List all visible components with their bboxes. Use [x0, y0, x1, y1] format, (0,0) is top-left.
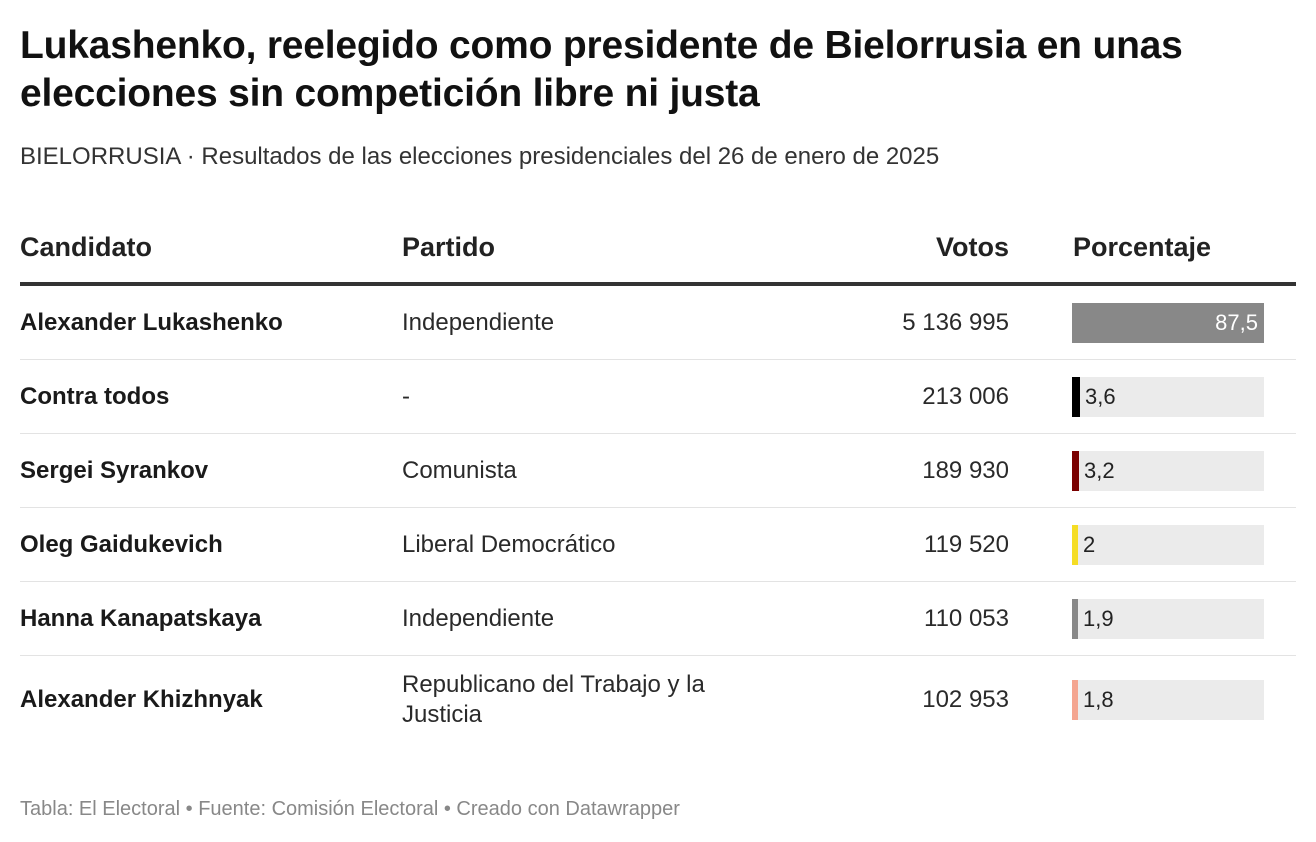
party-name: Comunista [402, 456, 517, 484]
percentage-label: 2 [1083, 531, 1096, 557]
percentage-bar-track: 2 [1072, 524, 1264, 565]
party-name: Independiente [402, 308, 555, 336]
table-row: Oleg Gaidukevich Liberal Democrático 119 5… [20, 508, 1296, 582]
chart-footer: Tabla: El Electoral • Fuente: Comisión E… [20, 798, 680, 820]
party-name: Republicano del Trabajo y la Justicia [402, 671, 705, 728]
percentage-label: 87,5 [1215, 309, 1258, 335]
percentage-bar-fill [1072, 302, 1264, 343]
column-header-candidato: Candidato [20, 232, 152, 262]
party-name: - [402, 382, 410, 410]
candidate-name: Hanna Kanapatskaya [20, 604, 262, 632]
votes-value: 189 930 [922, 456, 1009, 484]
candidate-name: Alexander Lukashenko [20, 308, 283, 336]
percentage-bar-fill [1072, 524, 1078, 565]
table-body: Alexander Lukashenko Independiente 5 136 9… [20, 286, 1296, 744]
votes-value: 110 053 [924, 604, 1009, 632]
percentage-bar-fill [1072, 450, 1079, 491]
table-header: Candidato Partido Votos Porcentaje [20, 224, 1296, 286]
votes-value: 5 136 995 [902, 308, 1009, 336]
percentage-bar-track: 87,5 [1072, 302, 1264, 343]
percentage-bar-fill [1072, 376, 1080, 417]
party-name: Liberal Democrático [402, 530, 616, 558]
candidate-name: Contra todos [20, 382, 170, 410]
column-header-partido: Partido [402, 232, 496, 262]
table-row: Alexander Khizhnyak Republicano del Traba… [20, 656, 1296, 744]
percentage-label: 3,2 [1084, 457, 1115, 483]
percentage-bar-fill [1072, 598, 1078, 639]
chart-subtitle: BIELORRUSIA · Resultados de las eleccion… [20, 143, 940, 170]
percentage-bar-track: 3,2 [1072, 450, 1264, 491]
candidate-name: Oleg Gaidukevich [20, 530, 223, 558]
percentage-bar-track: 3,6 [1072, 376, 1264, 417]
percentage-label: 3,6 [1085, 383, 1116, 409]
table-row: Contra todos - 213 006 3,6 [20, 360, 1296, 434]
candidate-name: Alexander Khizhnyak [20, 686, 263, 713]
percentage-label: 1,8 [1083, 687, 1114, 712]
percentage-bar-fill [1072, 680, 1078, 720]
column-header-votos: Votos [936, 232, 1009, 262]
candidate-name: Sergei Syrankov [20, 456, 209, 484]
table-row: Alexander Lukashenko Independiente 5 136 9… [20, 286, 1296, 360]
table-row: Sergei Syrankov Comunista 189 930 3,2 [20, 434, 1296, 508]
chart-title: Lukashenko, reelegido como presidente de… [20, 24, 1183, 115]
table-row: Hanna Kanapatskaya Independiente 110 053 1,… [20, 582, 1296, 656]
percentage-label: 1,9 [1083, 605, 1114, 631]
results-table: Candidato Partido Votos Porcentaje Alexa… [20, 224, 1296, 744]
percentage-bar-track: 1,9 [1072, 598, 1264, 639]
party-name: Independiente [402, 604, 555, 632]
column-header-porcentaje: Porcentaje [1073, 232, 1212, 262]
votes-value: 213 006 [922, 382, 1009, 410]
percentage-bar-track: 1,8 [1072, 680, 1264, 720]
votes-value: 119 520 [924, 530, 1009, 558]
votes-value: 102 953 [922, 686, 1009, 713]
